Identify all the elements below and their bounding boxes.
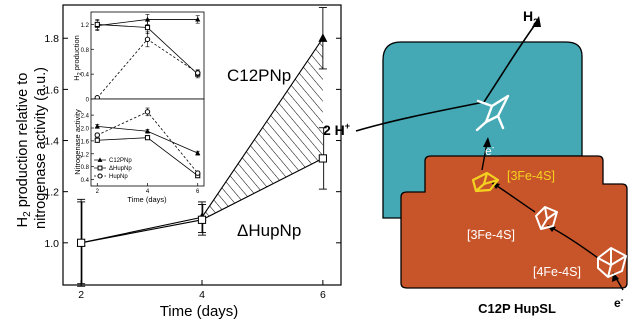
inset-data-point [144, 36, 151, 43]
inset-legend: C12PNp ΔHupNp HupNp [94, 157, 132, 180]
main-x-ticks: 2 4 6 [78, 280, 326, 301]
main-y-tick-label: 1.0 [44, 238, 59, 250]
inset-data-point [94, 123, 100, 129]
inset-data-point [94, 137, 100, 143]
main-data-point [197, 215, 207, 224]
inset-data-point [195, 16, 201, 22]
inset-top-y-axis-label: H2 production [72, 35, 83, 81]
main-y-tick-label: 1.6 [44, 84, 59, 96]
inset-legend-swatch-marker [97, 173, 103, 179]
main-y-axis-label-line-1: H2 production relative to [15, 73, 33, 228]
main-y-tick-label: 1.4 [44, 136, 59, 148]
inset-data-point [144, 109, 151, 115]
inset-data-point [144, 128, 151, 134]
inset-bottom-series-group [94, 107, 201, 179]
electron-entry-arrow [615, 277, 624, 291]
inset-legend-swatch-marker [97, 157, 103, 162]
main-x-tick-label: 6 [320, 289, 326, 301]
inset-data-point [94, 21, 100, 28]
main-data-point [77, 238, 86, 247]
hupsl-diagram: H2 2 H+ e- [3Fe-4S] [3Fe-4S] [4Fe-4S] e-… [323, 8, 628, 316]
inset-x-tick-label: 4 [146, 189, 150, 195]
electron-path-segment-1 [551, 227, 599, 259]
cluster-3fe4s-proximal-icon [471, 171, 500, 193]
inset-y-tick-label: 0 [86, 98, 90, 104]
main-data-point [318, 33, 328, 42]
inset-x-tick-label: 6 [196, 189, 200, 195]
electron-path-segment-3 [481, 142, 488, 171]
inset-data-point [94, 132, 100, 138]
main-y-tick-label: 1.2 [44, 187, 59, 199]
inset-legend-label: C12PNp [109, 158, 132, 164]
inset-data-point [195, 70, 201, 76]
cluster-3fe4s-proximal-label: [3Fe-4S] [507, 169, 555, 183]
inset-y-tick-label: 0.4 [81, 178, 90, 184]
h2-arrowhead [532, 16, 541, 27]
electron-entry-label: e- [614, 295, 624, 310]
inset-legend-label: ΔHupNp [109, 166, 132, 172]
inset-y-tick-label: 1.6 [81, 139, 90, 145]
main-y-ticks: 1.0 1.2 1.4 1.6 1.8 [44, 33, 341, 250]
inset-legend-item: ΔHupNp [94, 165, 132, 172]
main-y-tick-label: 1.8 [44, 33, 59, 45]
main-y-axis-label: H2 production relative to nitrogenase ac… [15, 67, 49, 229]
main-x-axis-label: Time (days) [160, 303, 239, 320]
inset-top-series-group [94, 14, 201, 101]
inset-x-ticks: 2 4 6 [96, 183, 200, 195]
inset-x-axis-label: Time (days) [127, 195, 167, 204]
inset-data-point [144, 24, 151, 31]
inset-y-tick-label: 0.8 [81, 48, 90, 54]
inset-legend-label: HupNp [109, 174, 128, 180]
inset-h2-production: 0 0.4 0.8 1.2 H2 production [72, 11, 205, 104]
inset-y-tick-label: 2.4 [81, 114, 90, 120]
main-data-point [318, 154, 327, 163]
small-subunit-orange [400, 155, 628, 289]
inset-legend-swatch-marker [97, 165, 103, 171]
electron-arrowhead-3 [483, 137, 491, 147]
annotation-c12pnp: C12PNp [227, 66, 291, 85]
inset-y-tick-label: 0.8 [81, 165, 90, 171]
active-site-icon [475, 94, 510, 132]
inset-bottom-y-ticks: 0.4 0.8 1.2 1.6 2.0 2.4 [81, 114, 94, 184]
inset-series-hupnp [94, 31, 201, 101]
electron-path-segment-2 [496, 185, 536, 213]
inset-legend-item: HupNp [94, 173, 128, 180]
cluster-3fe4s-medial-icon [535, 206, 558, 230]
inset-y-tick-label: 1.2 [81, 23, 90, 29]
annotation-dhupnp: ΔHupNp [237, 221, 301, 240]
electron-label-active-site: e- [485, 143, 495, 158]
cluster-4fe4s-distal-label: [4Fe-4S] [533, 265, 581, 279]
inset-y-tick-label: 1.2 [81, 152, 90, 158]
main-chart: 1.0 1.2 1.4 1.6 1.8 2 4 6 C12PNp ΔHupNp Time (… [15, 4, 342, 320]
h2-label: H2 [523, 8, 538, 27]
inset-series-c12pnp [94, 123, 201, 156]
main-series-group [76, 7, 328, 287]
inset-data-point [195, 170, 201, 176]
inset-y-tick-label: 0.4 [81, 73, 90, 79]
diagram-caption: C12P HupSL [478, 301, 556, 316]
inset-series-hupnp [94, 107, 201, 176]
inset-legend-item: C12PNp [94, 157, 132, 164]
inset-data-point [144, 135, 151, 141]
inset-data-point [144, 16, 151, 22]
inset-x-tick-label: 2 [96, 189, 100, 195]
cluster-4fe4s-distal-icon [597, 247, 627, 278]
main-x-tick-label: 4 [199, 289, 205, 301]
inset-nitrogenase-activity: 0.4 0.8 1.2 1.6 2.0 2.4 2 4 6 C12PNp ΔHupNp HupNp… [73, 98, 205, 204]
proton-label: 2 H+ [323, 121, 350, 138]
inset-y-tick-label: 2.0 [81, 127, 90, 133]
inset-data-point [195, 150, 201, 156]
electron-arrowhead-2 [491, 182, 500, 189]
main-y-axis-label-line-2: nitrogenase activity (a.u.) [33, 67, 49, 229]
inset-bottom-y-axis-label: Nitrogenase activity [73, 109, 82, 175]
main-x-tick-label: 2 [78, 289, 84, 301]
cluster-3fe4s-medial-label: [3Fe-4S] [467, 228, 515, 242]
main-series-dhupnp [77, 127, 327, 285]
